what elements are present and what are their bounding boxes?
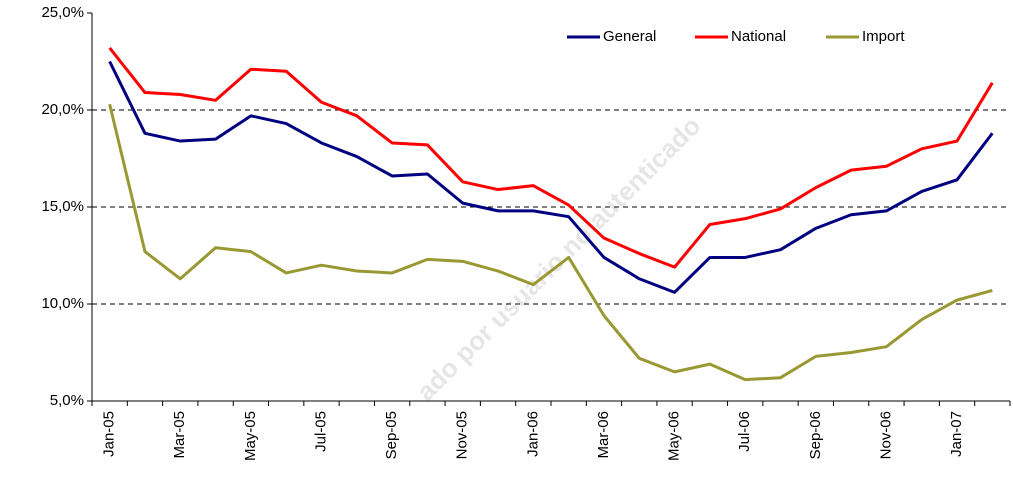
y-tick-label: 20,0%: [41, 101, 84, 118]
y-tick-label: 10,0%: [41, 295, 84, 312]
x-tick-label: Nov-06: [877, 411, 894, 459]
watermark: ado por usuario no autenticado: [411, 111, 707, 407]
line-series: [108, 103, 993, 382]
legend-label: Import: [862, 28, 905, 45]
x-tick-label: May-06: [666, 411, 683, 461]
x-tick-label: Mar-06: [595, 411, 612, 459]
legend-label: National: [731, 28, 786, 45]
x-tick-label: Nov-05: [454, 411, 471, 459]
line-series: [108, 46, 994, 269]
y-tick-label: 25,0%: [41, 4, 84, 21]
x-tick-label: Sep-06: [807, 411, 824, 459]
y-tick-label: 15,0%: [41, 198, 84, 215]
x-tick-label: Jan-07: [948, 411, 965, 457]
y-tick-label: 5,0%: [50, 392, 84, 409]
x-tick-label: Jul-06: [736, 411, 753, 452]
x-tick-label: May-05: [242, 411, 259, 461]
line-series: [108, 60, 994, 294]
legend-label: General: [603, 28, 656, 45]
x-tick-label: Jul-05: [312, 411, 329, 452]
x-tick-label: Jan-05: [101, 411, 118, 457]
x-tick-label: Jan-06: [524, 411, 541, 457]
x-tick-label: Mar-05: [171, 411, 188, 459]
x-tick-label: Sep-05: [383, 411, 400, 459]
